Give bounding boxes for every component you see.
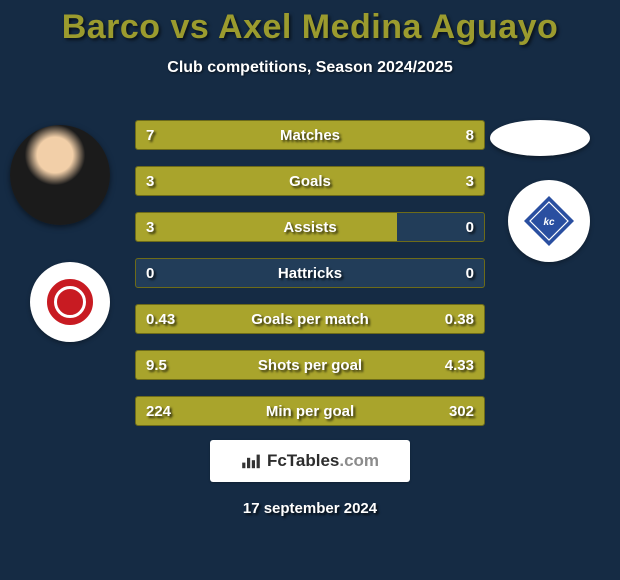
stat-label: Goals <box>136 167 484 195</box>
stat-row: 0Hattricks0 <box>135 258 485 288</box>
stat-value-right: 0 <box>466 213 474 241</box>
bars-icon <box>241 453 261 469</box>
stat-label: Matches <box>136 121 484 149</box>
stat-label: Hattricks <box>136 259 484 287</box>
stat-value-right: 3 <box>466 167 474 195</box>
stat-value-right: 0 <box>466 259 474 287</box>
stat-row: 7Matches8 <box>135 120 485 150</box>
page-root: Barco vs Axel Medina Aguayo Club competi… <box>0 0 620 580</box>
page-subtitle: Club competitions, Season 2024/2025 <box>0 59 620 77</box>
stat-label: Shots per goal <box>136 351 484 379</box>
stat-row: 3Assists0 <box>135 212 485 242</box>
brand-text: FcTables.com <box>267 451 379 471</box>
club-right-badge: kc <box>508 180 590 262</box>
stat-label: Min per goal <box>136 397 484 425</box>
stat-label: Assists <box>136 213 484 241</box>
stat-label: Goals per match <box>136 305 484 333</box>
svg-text:kc: kc <box>543 217 555 228</box>
date-label: 17 september 2024 <box>0 500 620 517</box>
brand-bold: FcTables <box>267 451 339 470</box>
club-left-badge-inner <box>47 279 93 325</box>
stat-value-right: 302 <box>449 397 474 425</box>
brand-card[interactable]: FcTables.com <box>210 440 410 482</box>
stat-row: 3Goals3 <box>135 166 485 196</box>
stats-list: 7Matches83Goals33Assists00Hattricks00.43… <box>135 120 485 442</box>
player-left-avatar <box>10 125 110 225</box>
club-left-badge <box>30 262 110 342</box>
page-title: Barco vs Axel Medina Aguayo <box>0 0 620 47</box>
stat-value-right: 8 <box>466 121 474 149</box>
stat-value-right: 0.38 <box>445 305 474 333</box>
brand-light: .com <box>339 451 379 470</box>
stat-value-right: 4.33 <box>445 351 474 379</box>
stat-row: 0.43Goals per match0.38 <box>135 304 485 334</box>
diamond-icon: kc <box>522 194 576 248</box>
stat-row: 9.5Shots per goal4.33 <box>135 350 485 380</box>
player-right-avatar <box>490 120 590 156</box>
stat-row: 224Min per goal302 <box>135 396 485 426</box>
